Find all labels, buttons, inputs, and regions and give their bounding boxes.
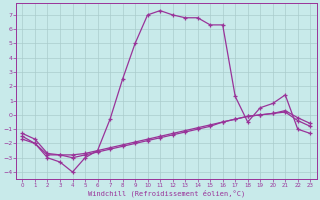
- X-axis label: Windchill (Refroidissement éolien,°C): Windchill (Refroidissement éolien,°C): [88, 189, 245, 197]
